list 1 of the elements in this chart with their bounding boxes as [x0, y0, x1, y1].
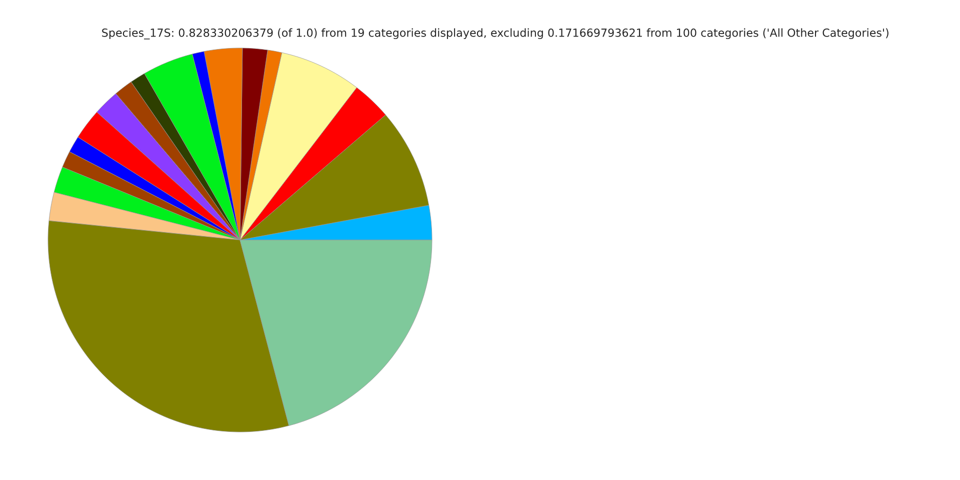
text: Species_17S: 0.828330206379 (of 1.0) from 19 categories displayed, excluding 0.171669793621 from 100 categories ('All Other Categories') [102, 28, 888, 40]
